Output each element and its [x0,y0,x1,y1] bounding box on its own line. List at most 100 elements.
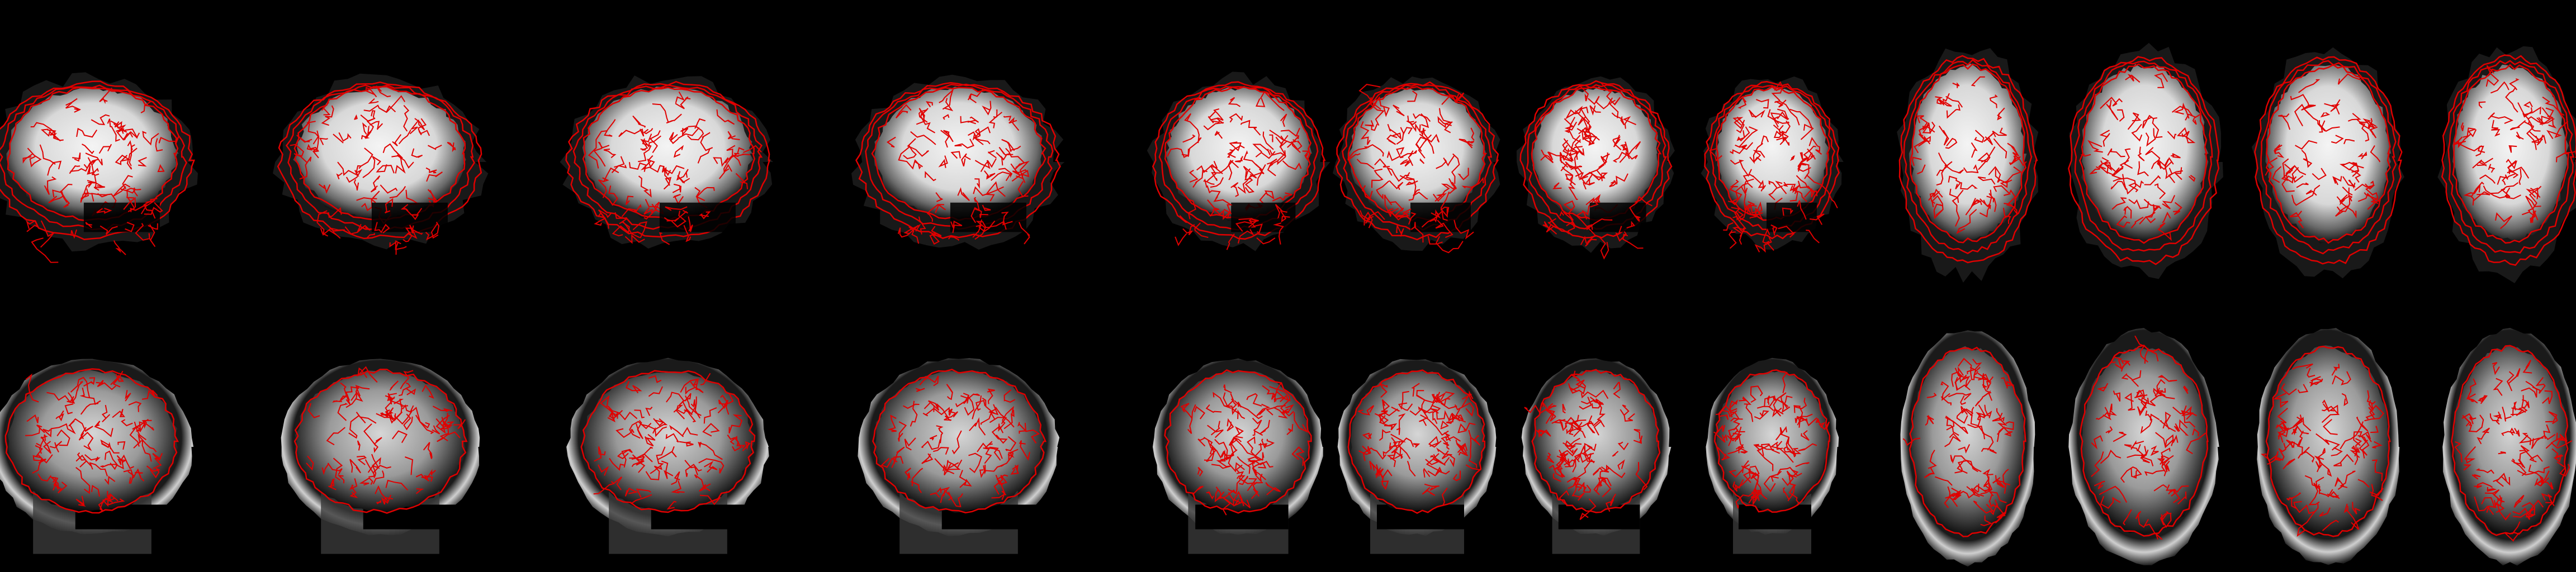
gyral-contour [1756,99,1769,109]
gyral-contour [122,175,133,189]
gyral-contour [381,494,394,505]
gyral-contour [123,469,134,484]
gyral-contour [1770,111,1788,125]
gyral-contour [925,101,933,108]
signal-dropout [83,202,160,232]
gyral-contour [2156,388,2166,394]
gyral-contour [698,458,724,474]
gyral-contour [1617,441,1629,451]
gyral-contour [2150,445,2159,456]
gyral-contour [152,452,163,469]
gyral-contour [1469,438,1478,468]
gyral-contour [1204,446,1215,461]
gyral-contour [2528,121,2541,132]
gyral-contour [1576,419,1605,431]
gyral-contour [1588,171,1606,179]
gyral-contour [2290,492,2301,500]
gyral-contour [610,476,622,490]
gyral-contour [2301,104,2316,111]
gyral-contour [1294,412,1309,433]
gyral-contour [2111,197,2127,210]
gyral-contour [1797,145,1816,167]
gyral-contour [46,392,74,403]
gyral-contour [2104,407,2117,416]
gyral-contour [307,403,320,418]
gyral-contour [133,440,152,462]
gyral-contour [1925,414,1934,426]
gyral-contour [1782,400,1791,413]
gyral-contour [903,145,917,160]
gyral-contour [1259,164,1266,174]
gyral-contour [1782,470,1797,487]
lower-contour [1395,223,1404,237]
gyral-contour [2004,203,2018,214]
gyral-contour [1957,460,1968,474]
gyral-contour [98,497,113,512]
gyral-contour [608,185,618,206]
gyral-contour [158,135,179,144]
gyral-contour [1269,130,1289,142]
gyral-contour [1376,180,1390,200]
gyral-contour [1441,436,1461,442]
gyral-contour [661,460,674,479]
gyral-contour [1001,139,1015,151]
gyral-contour [2478,101,2486,108]
gyral-contour [1944,432,1961,447]
gyral-contour [2516,131,2524,140]
gyral-contour [2523,101,2533,108]
gyral-contour [2296,503,2319,537]
gyral-contour [107,490,119,502]
signal-dropout [659,202,736,232]
gyral-contour [354,114,358,120]
gyral-contour [2462,414,2473,432]
gyral-contour [2466,378,2477,400]
gyral-contour [643,140,658,154]
gyral-contour [1792,189,1807,202]
gyral-contour [2331,447,2343,456]
gyral-contour [1995,507,2006,524]
gyral-contour [2518,168,2522,185]
gyral-contour [728,414,743,433]
gyral-contour [435,414,450,434]
gyral-contour [2475,468,2494,474]
gyral-contour [96,380,116,390]
gyral-contour [2165,434,2179,447]
gyral-contour [2527,499,2544,518]
gyral-contour [1720,414,1729,420]
gyral-contour [1448,413,1464,422]
gyral-contour [2468,414,2484,432]
gyral-contour [617,452,629,460]
gyral-contour [1248,452,1265,466]
gyral-contour [1223,392,1234,407]
gyral-contour [2309,378,2323,385]
contour-ring [1909,63,2026,244]
gyral-contour [2357,193,2377,210]
gyral-contour [1451,153,1460,184]
gyral-contour [1721,409,1737,418]
gyral-contour [1750,201,1763,221]
gyral-contour [1944,493,1955,508]
gyral-contour [35,445,53,464]
gyral-contour [1573,479,1587,492]
gyral-contour [47,129,58,139]
gyral-contour [1434,391,1455,407]
gyral-contour [632,115,646,128]
gyral-contour [2522,107,2534,127]
gyral-contour [426,171,443,182]
gyral-contour [943,489,953,500]
gyral-contour [1729,467,1744,478]
gyral-contour [2140,413,2160,434]
gyral-contour [2508,145,2517,153]
gyral-contour [394,398,409,407]
gyral-contour [2294,103,2310,127]
gyral-contour [910,480,922,493]
gyral-contour [671,471,680,485]
functional-row-coronal-slice-6 [1333,77,1500,254]
lower-contour [619,218,640,239]
gyral-contour [2530,211,2536,223]
gyral-contour [1961,406,1974,415]
gyral-contour [1574,110,1590,134]
lower-contour [1732,226,1745,245]
gyral-contour [624,487,638,497]
gyral-contour [120,188,135,199]
